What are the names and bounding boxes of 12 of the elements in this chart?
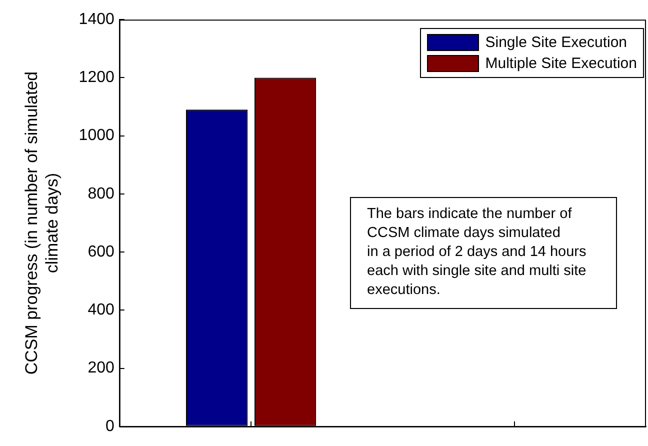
y-tick-label: 1400 (78, 11, 114, 28)
y-tick-label: 1200 (78, 69, 114, 86)
y-tick-label: 0 (105, 418, 114, 435)
legend-label: Single Site Execution (484, 33, 628, 53)
y-tick-label: 400 (88, 302, 114, 319)
y-tick-label: 600 (88, 243, 114, 260)
y-axis-title: CCSM progress (in number of simulated climate days) (22, 71, 62, 375)
text-box: The bars indicate the number of CCSM climate days simulated in a period of 2 days and 14 hours each with single site and multi site executions. (350, 197, 618, 309)
legend-label: Multiple Site Execution (484, 54, 637, 74)
y-tick-label: 200 (88, 360, 114, 377)
y-tick-label: 800 (88, 185, 114, 202)
y-tick-label: 1000 (78, 127, 114, 144)
